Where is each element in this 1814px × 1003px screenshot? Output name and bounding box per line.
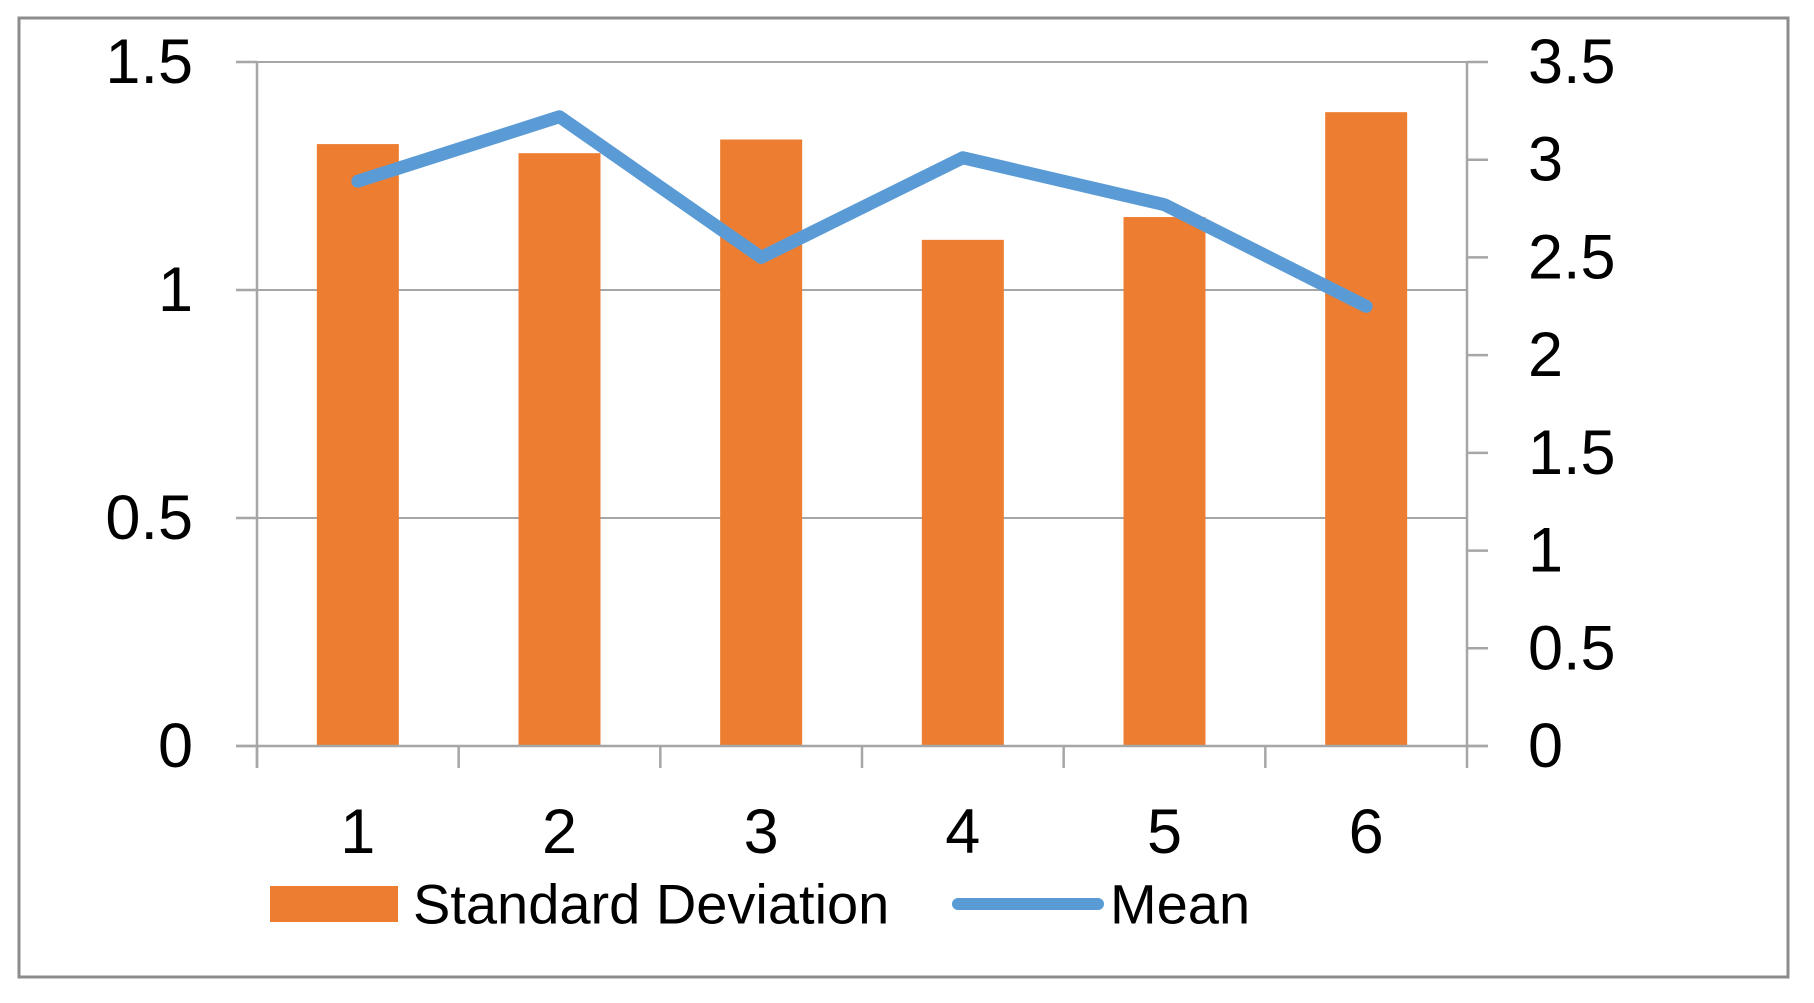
right-axis-tick-label: 2: [1528, 320, 1563, 390]
line-series[interactable]: [351, 110, 1373, 313]
bar-standard-deviation-5[interactable]: [1123, 217, 1206, 747]
legend-label-standard-deviation[interactable]: Standard Deviation: [413, 873, 889, 936]
legend-swatch-standard-deviation[interactable]: [270, 886, 398, 922]
bar-standard-deviation-6[interactable]: [1325, 112, 1408, 746]
left-axis-tick-label: 1: [158, 255, 193, 325]
left-axis-labels: 1.5 1 0.5 0: [105, 27, 193, 781]
left-axis-tick-label: 0: [158, 711, 193, 781]
right-axis-tick-label: 2.5: [1528, 222, 1616, 292]
bar-standard-deviation-2[interactable]: [518, 153, 601, 746]
chart-area-border: [17, 16, 1790, 979]
right-axis-tick-label: 1.5: [1528, 418, 1616, 488]
x-axis-category-label: 1: [340, 797, 375, 867]
right-axis-tick-label: 0: [1528, 711, 1563, 781]
right-axis-tick-label: 0.5: [1528, 613, 1616, 683]
right-axis-tick-label: 3: [1528, 125, 1563, 195]
right-axis-labels: 3.5 3 2.5 2 1.5 1 0.5 0: [1528, 27, 1616, 781]
right-axis-tick-label: 3.5: [1528, 27, 1616, 97]
left-axis-tick-label: 0.5: [105, 483, 193, 553]
x-axis-category-label: 4: [945, 797, 980, 867]
bar-standard-deviation-1[interactable]: [316, 144, 399, 746]
axes: [236, 60, 1488, 768]
x-axis-category-label: 6: [1349, 797, 1384, 867]
x-axis-category-label: 5: [1147, 797, 1182, 867]
x-axis-labels: 1 2 3 4 5 6: [340, 797, 1383, 867]
legend-label-mean[interactable]: Mean: [1110, 873, 1250, 936]
right-axis-tick-label: 1: [1528, 516, 1563, 586]
legend[interactable]: Standard Deviation Mean: [270, 873, 1250, 936]
x-axis-category-label: 3: [744, 797, 779, 867]
mean-line[interactable]: [351, 110, 1373, 313]
x-axis-category-label: 2: [542, 797, 577, 867]
gridlines: [257, 61, 1467, 519]
left-axis-tick-label: 1.5: [105, 27, 193, 97]
bar-standard-deviation-4[interactable]: [921, 239, 1004, 746]
